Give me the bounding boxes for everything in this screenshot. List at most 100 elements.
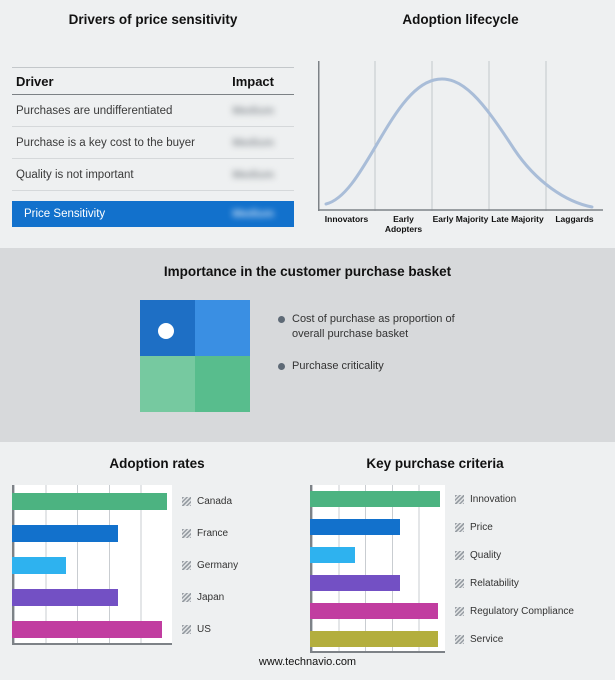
bullet-item: Cost of purchase as proportion of overal… <box>278 312 470 343</box>
bar-category-text: Service <box>470 633 504 645</box>
bar-category-text: Relatability <box>470 577 519 589</box>
bar-track <box>12 581 172 613</box>
hatch-swatch-icon <box>182 528 191 538</box>
bar-quality <box>310 547 355 563</box>
bar-row-price: Price <box>310 513 610 541</box>
bar-track <box>310 513 445 541</box>
quadrant-top-right <box>195 300 250 356</box>
bar-us <box>12 620 163 638</box>
drivers-table-header: Driver Impact <box>12 67 294 95</box>
driver-cell: Quality is not important <box>16 168 134 181</box>
bar-row-japan: Japan <box>12 581 302 613</box>
price-sensitivity-highlight-row: Price Sensitivity Medium <box>12 201 294 227</box>
impact-cell-blurred: Medium <box>232 136 274 149</box>
bar-row-regulatory-compliance: Regulatory Compliance <box>310 597 610 625</box>
lifecycle-panel: Adoption lifecycle Innovators Early Adop… <box>318 12 603 234</box>
bar-service <box>310 631 439 647</box>
bar-label-service: Service <box>455 634 503 645</box>
table-row: Quality is not important Medium <box>12 159 294 191</box>
quadrant-matrix <box>140 300 250 412</box>
hatch-swatch-icon <box>455 550 464 560</box>
driver-cell: Price Sensitivity <box>24 208 106 220</box>
bar-category-text: Canada <box>197 495 233 507</box>
stage-label-innovators: Innovators <box>324 214 369 224</box>
bar-track <box>310 485 445 513</box>
hatch-swatch-icon <box>455 634 464 644</box>
position-dot <box>158 323 174 339</box>
impact-cell-blurred: Medium <box>232 208 274 220</box>
bar-label-france: France <box>182 528 228 539</box>
bar-price <box>310 519 401 535</box>
hatch-swatch-icon <box>182 592 191 602</box>
bar-track <box>310 569 445 597</box>
col-header-impact: Impact <box>232 73 274 89</box>
bar-category-text: Regulatory Compliance <box>470 605 574 617</box>
stage-label-early-adopters: Early Adopters <box>384 214 423 235</box>
hatch-swatch-icon <box>455 494 464 504</box>
bar-label-us: US <box>182 624 211 635</box>
adoption-rates-chart: Canada France Germany Japan US <box>12 485 302 645</box>
bar-track <box>12 517 172 549</box>
bar-row-france: France <box>12 517 302 549</box>
table-row: Purchase is a key cost to the buyer Medi… <box>12 127 294 159</box>
hatch-swatch-icon <box>182 496 191 506</box>
bar-canada <box>12 492 168 510</box>
bar-row-innovation: Innovation <box>310 485 610 513</box>
bar-label-canada: Canada <box>182 496 232 507</box>
quadrant-bottom-right <box>195 356 250 412</box>
bar-label-japan: Japan <box>182 592 224 603</box>
bar-track <box>310 625 445 653</box>
basket-title: Importance in the customer purchase bask… <box>163 264 452 279</box>
key-purchase-criteria-title: Key purchase criteria <box>366 456 504 471</box>
bar-category-text: US <box>197 623 211 635</box>
bar-category-text: Germany <box>197 559 239 571</box>
key-purchase-criteria-chart: Innovation Price Quality Relatability Regula… <box>310 485 610 653</box>
impact-cell-blurred: Medium <box>232 168 274 181</box>
stage-label-early-majority: Early Majority <box>432 214 489 224</box>
lifecycle-bell-curve-svg <box>318 61 603 211</box>
bar-row-germany: Germany <box>12 549 302 581</box>
bar-row-canada: Canada <box>12 485 302 517</box>
bar-france <box>12 524 118 542</box>
bar-row-quality: Quality <box>310 541 610 569</box>
bar-relatability <box>310 575 401 591</box>
hatch-swatch-icon <box>455 522 464 532</box>
drivers-table: Driver Impact Purchases are undifferenti… <box>12 67 294 227</box>
adoption-rates-title: Adoption rates <box>109 456 205 471</box>
bar-category-text: Quality <box>470 549 502 561</box>
hatch-swatch-icon <box>455 578 464 588</box>
bar-label-regulatory-compliance: Regulatory Compliance <box>455 606 574 617</box>
bullet-item: Purchase criticality <box>278 359 470 374</box>
bar-label-quality: Quality <box>455 550 501 561</box>
bar-track <box>12 485 172 517</box>
driver-cell: Purchase is a key cost to the buyer <box>16 136 195 149</box>
bar-plot-area <box>310 485 445 653</box>
bar-track <box>310 541 445 569</box>
bar-label-relatability: Relatability <box>455 578 519 589</box>
bar-germany <box>12 556 67 574</box>
bar-category-text: Price <box>470 521 493 533</box>
hatch-swatch-icon <box>455 606 464 616</box>
bar-row-relatability: Relatability <box>310 569 610 597</box>
website-link[interactable]: www.technavio.com <box>258 656 357 668</box>
drivers-panel: Drivers of price sensitivity Driver Impa… <box>12 12 294 227</box>
drivers-title: Drivers of price sensitivity <box>68 12 238 27</box>
bar-track <box>12 549 172 581</box>
impact-cell-blurred: Medium <box>232 104 274 117</box>
stage-label-late-majority: Late Majority <box>491 214 544 224</box>
adoption-rates-panel: Adoption rates Canada France Germany Japan U… <box>12 456 302 645</box>
bell-curve <box>324 77 594 209</box>
key-purchase-criteria-panel: Key purchase criteria Innovation Price Qua… <box>310 456 610 653</box>
quadrant-top-left <box>140 300 195 356</box>
bar-japan <box>12 588 118 606</box>
bar-track <box>310 597 445 625</box>
table-row: Purchases are undifferentiated Medium <box>12 95 294 127</box>
lifecycle-title: Adoption lifecycle <box>402 12 519 27</box>
bar-label-germany: Germany <box>182 560 238 571</box>
lifecycle-chart <box>318 61 603 211</box>
bar-category-text: France <box>197 527 229 539</box>
bar-row-us: US <box>12 613 302 645</box>
stage-label-laggards: Laggards <box>555 214 594 224</box>
quadrant-bottom-left <box>140 356 195 412</box>
